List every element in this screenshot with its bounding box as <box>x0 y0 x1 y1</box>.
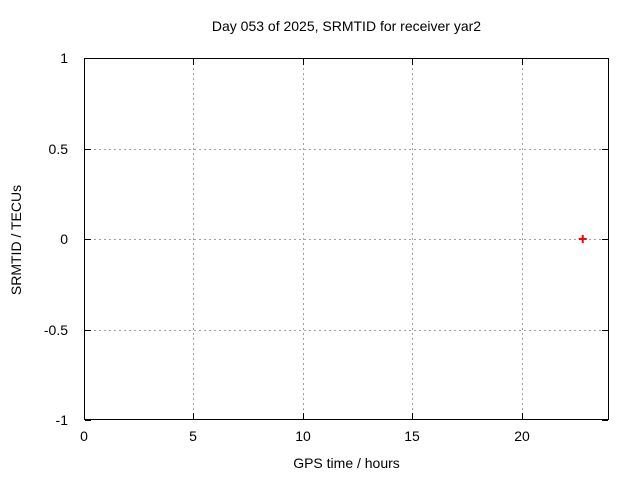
chart-title: Day 053 of 2025, SRMTID for receiver yar… <box>211 18 482 34</box>
y-tick-label: 1 <box>60 50 68 66</box>
x-tick-label: 15 <box>404 428 420 444</box>
x-axis-title: GPS time / hours <box>293 455 400 471</box>
y-tick-label: -0.5 <box>43 322 68 338</box>
y-tick-label: 0.5 <box>48 141 68 157</box>
x-tick-label: 5 <box>189 428 197 444</box>
x-tick-label: 10 <box>295 428 311 444</box>
data-point-marker <box>578 235 587 243</box>
y-tick-label: -1 <box>55 412 68 428</box>
x-tick-label: 0 <box>80 428 88 444</box>
x-tick-label: 20 <box>514 428 530 444</box>
plot-border <box>84 58 609 420</box>
y-tick-label: 0 <box>60 231 68 247</box>
